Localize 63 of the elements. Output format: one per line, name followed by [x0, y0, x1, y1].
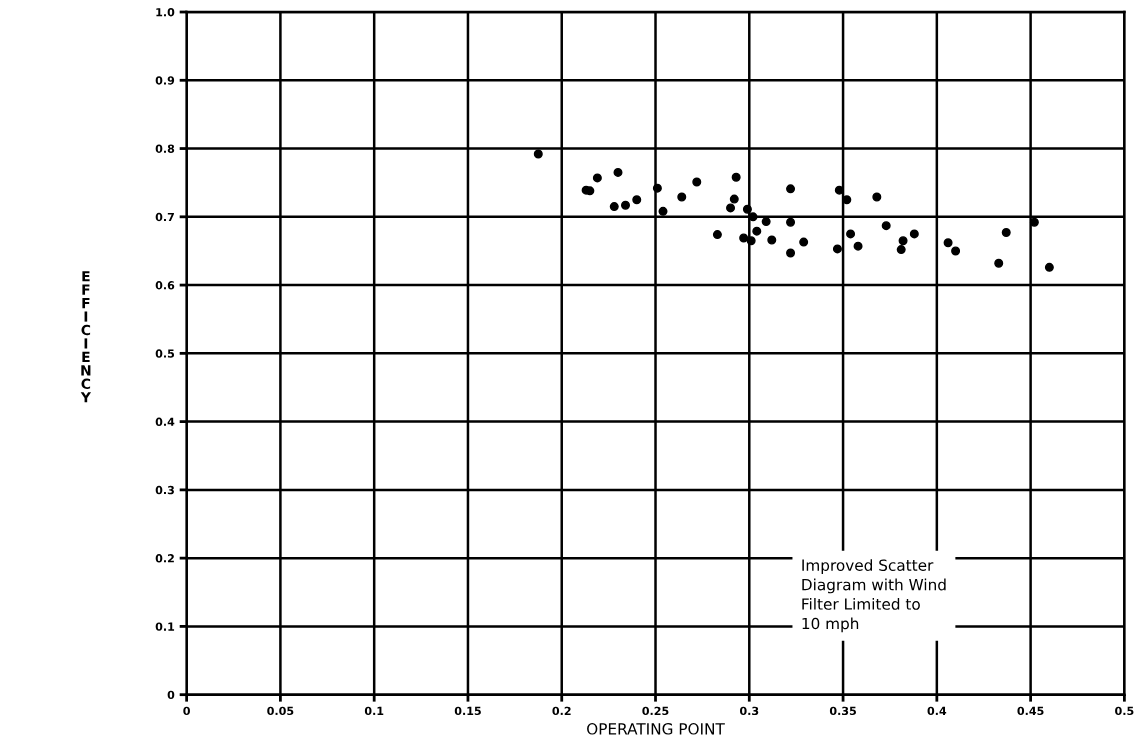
point [592, 173, 602, 183]
x-tick-label: 0.5 [1115, 706, 1134, 716]
y-tick-label: 0.1 [155, 622, 175, 631]
point [872, 192, 882, 202]
point [767, 235, 777, 245]
point [746, 236, 756, 246]
y-tick-label: 0.4 [155, 417, 175, 426]
point [658, 206, 668, 216]
point [799, 237, 809, 247]
annotation: Improved Scatter Diagram with Wind Filter Limited to 10 mph [802, 559, 946, 633]
point [692, 177, 702, 187]
point [533, 149, 543, 159]
x-tick-label: 0.2 [552, 706, 571, 716]
point [739, 233, 749, 243]
point [712, 230, 722, 240]
y-tick-label: 1.0 [156, 7, 175, 17]
point [1001, 228, 1011, 238]
point [621, 200, 631, 210]
y-tick-label: 0.5 [155, 349, 175, 358]
y-tick-label: 0.8 [155, 144, 175, 153]
x-tick-label: 0.25 [642, 706, 669, 716]
point [951, 246, 961, 256]
point [909, 229, 919, 239]
point [832, 244, 842, 254]
point [1029, 217, 1039, 227]
x-tick-label: 0.45 [1017, 706, 1044, 716]
x-tick-label: 0 [183, 706, 190, 716]
x-tick-label: 0.15 [454, 706, 481, 716]
y-tick-label: 0.9 [155, 76, 175, 85]
x-tick-label: 0.4 [927, 706, 947, 716]
point [609, 202, 619, 212]
x-tick-label: 0.3 [739, 706, 759, 716]
point [613, 167, 623, 177]
point [742, 204, 752, 214]
point [761, 217, 771, 227]
x-tick-label: 0.1 [364, 706, 384, 716]
point [786, 248, 796, 258]
point [853, 241, 863, 251]
point [943, 238, 953, 248]
point [752, 226, 762, 236]
text: EFFICIENCY [80, 271, 92, 403]
point [896, 245, 906, 255]
y-tick-label: 0 [167, 690, 175, 700]
y-tick-label: 0.2 [155, 554, 174, 563]
point [1044, 262, 1054, 272]
point [677, 192, 687, 202]
point [786, 217, 796, 227]
y-tick-label: 0.6 [155, 281, 175, 290]
point [994, 258, 1004, 268]
y-tick-label: 0.3 [155, 485, 174, 495]
x-tick-label: 0.35 [829, 706, 856, 716]
point [726, 203, 736, 213]
point [786, 184, 796, 194]
point [846, 229, 856, 239]
point [632, 195, 642, 205]
x-axis-title: OPERATING POINT [587, 723, 725, 735]
point [729, 194, 739, 204]
point [881, 221, 891, 231]
y-tick-label: 0.7 [155, 212, 174, 222]
point [731, 172, 741, 182]
x-tick-label: 0.05 [267, 706, 294, 716]
point [652, 183, 662, 193]
point [898, 236, 908, 246]
